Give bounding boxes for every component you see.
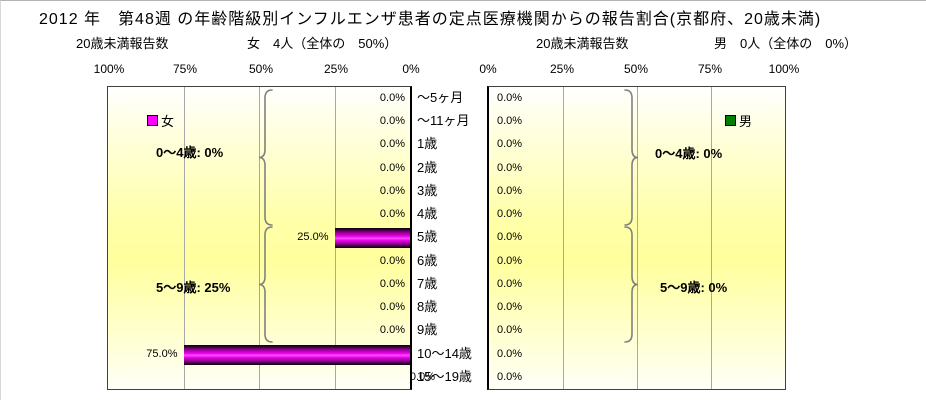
male-axis-tick-100: 100% (768, 62, 800, 76)
male-summary: 男 0人（全体の 0%） (714, 36, 858, 51)
male-axis-tick-0: 0% (479, 62, 497, 76)
female-summary: 女 4人（全体の 50%） (247, 36, 398, 51)
female-brace-0-4 (258, 89, 274, 226)
male-axis-tick-50: 50% (623, 62, 649, 76)
value-label: 0.0% (497, 231, 523, 244)
value-label: 0.0% (497, 184, 523, 197)
male-axis-tick-75: 75% (697, 62, 723, 76)
value-label: 0.0% (497, 324, 523, 337)
female-axis-tick-25: 25% (323, 62, 349, 76)
male-axis-tick-25: 25% (549, 62, 575, 76)
chart-title: 2012 年 第48週 の年齢階級別インフルエンザ患者の定点医療機関からの報告割… (39, 11, 822, 28)
value-label: 0.0% (409, 370, 435, 383)
value-label: 0.0% (379, 324, 405, 337)
female-legend-swatch (147, 115, 158, 126)
male-group-5-9: 5～9歳: 0% (660, 280, 728, 295)
male-legend-swatch (725, 115, 736, 126)
value-label: 0.0% (497, 208, 523, 221)
female-group-5-9: 5～9歳: 25% (156, 280, 231, 295)
male-brace-0-4 (623, 89, 639, 226)
female-group-0-4: 0～4歳: 0% (156, 145, 224, 160)
female-legend-label: 女 (161, 114, 175, 129)
female-bar (334, 228, 410, 249)
female-plot: 女 0～4歳: 0% 5～9歳: 25% 0.0% 0.0% 0.0% 0.0% 0.0… (107, 86, 435, 390)
female-legend: 女 (147, 111, 174, 130)
female-brace-5-9 (258, 226, 274, 343)
value-label: 0.0% (379, 301, 405, 314)
age-label: 9歳 (417, 322, 438, 338)
value-label: 0.0% (379, 115, 405, 128)
value-label: 0.0% (379, 184, 405, 197)
value-label: 0.0% (497, 138, 523, 151)
value-label: 0.0% (497, 161, 523, 174)
value-label: 0.0% (379, 161, 405, 174)
value-label: 0.0% (379, 277, 405, 290)
male-group-0-4: 0～4歳: 0% (655, 146, 723, 161)
age-label: 6歳 (417, 252, 438, 268)
value-label: 0.0% (497, 301, 523, 314)
age-label: 2歳 (417, 159, 438, 175)
age-label: 1歳 (417, 136, 438, 152)
female-bar (183, 344, 410, 365)
value-label: 0.0% (379, 138, 405, 151)
age-label: 5歳 (417, 229, 438, 245)
male-count-caption: 20歳未満報告数 (536, 36, 629, 51)
age-label: 8歳 (417, 299, 438, 315)
gridline-50 (637, 87, 638, 389)
value-label: 0.0% (497, 347, 523, 360)
value-label: 0.0% (379, 254, 405, 267)
value-label: 0.0% (497, 92, 523, 104)
female-axis-tick-0: 0% (402, 62, 420, 76)
male-brace-5-9 (623, 226, 639, 343)
value-label: 0.0% (497, 277, 523, 290)
age-label: 15～19歳 (417, 368, 472, 384)
value-label: 25.0% (297, 231, 329, 244)
age-label: 10～14歳 (417, 345, 472, 361)
age-label: 4歳 (417, 206, 438, 222)
female-count-caption: 20歳未満報告数 (76, 36, 169, 51)
age-axis-labels: ～5ヶ月 ～11ヶ月 1歳 2歳 3歳 4歳 5歳 6歳 7歳 8歳 9歳 10～14歳 15～19歳 (414, 86, 488, 388)
gridline-75 (711, 87, 712, 389)
age-label: 7歳 (417, 275, 438, 291)
female-axis-tick-75: 75% (172, 62, 198, 76)
value-label: 0.0% (497, 370, 523, 383)
value-label: 75.0% (146, 347, 178, 360)
male-legend: 男 (725, 111, 752, 130)
age-label: 3歳 (417, 182, 438, 198)
female-axis-tick-100: 100% (93, 62, 125, 76)
male-legend-label: 男 (739, 114, 753, 129)
value-label: 0.0% (497, 254, 523, 267)
value-label: 0.0% (497, 115, 523, 128)
age-label: ～5ヶ月 (417, 90, 464, 105)
female-axis-tick-50: 50% (248, 62, 274, 76)
age-label: ～11ヶ月 (417, 113, 470, 129)
gridline-75 (183, 87, 185, 389)
gridline-50 (259, 87, 260, 389)
male-plot: 男 0～4歳: 0% 5～9歳: 0% 0.0% 0.0% 0.0% 0.0% 0.0%… (487, 86, 786, 390)
value-label: 0.0% (379, 92, 405, 104)
gridline-25 (563, 87, 564, 389)
value-label: 0.0% (379, 208, 405, 221)
